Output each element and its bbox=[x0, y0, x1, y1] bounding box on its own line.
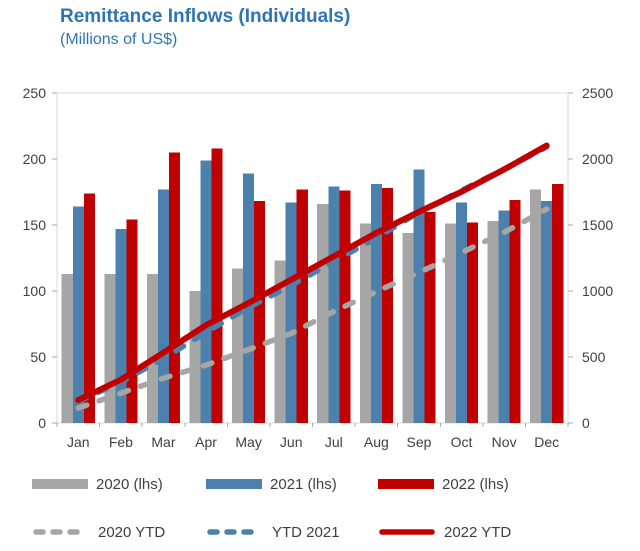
legend-item-2022-ytd: 2022 YTD bbox=[378, 523, 512, 541]
legend-swatch-2020-ytd-line bbox=[32, 527, 90, 537]
chart-title: Remittance Inflows (Individuals) bbox=[60, 6, 351, 27]
month-label-jun: Jun bbox=[280, 434, 303, 450]
legend-item-2020-bars: 2020 (lhs) bbox=[32, 475, 163, 493]
bar-2020-aug bbox=[359, 223, 371, 423]
bar-2020-oct bbox=[444, 223, 457, 423]
bar-2022-aug bbox=[381, 188, 393, 423]
bar-2021-jul bbox=[328, 186, 340, 423]
month-label-feb: Feb bbox=[109, 434, 133, 450]
bar-2020-jan bbox=[61, 273, 73, 423]
bar-2020-sep bbox=[402, 232, 414, 423]
bar-2021-apr bbox=[200, 160, 212, 423]
month-label-apr: Apr bbox=[195, 434, 217, 450]
month-label-aug: Aug bbox=[364, 434, 389, 450]
bar-2021-may bbox=[243, 173, 255, 423]
bar-2021-jun bbox=[285, 202, 297, 423]
legend-label-2022-ytd: 2022 YTD bbox=[444, 523, 512, 541]
bar-2022-jan bbox=[83, 193, 95, 423]
legend-swatch-2021-bars bbox=[206, 479, 262, 489]
legend-swatch-2022-ytd-line bbox=[378, 527, 436, 537]
left-axis-label: 100 bbox=[23, 283, 47, 299]
bar-2020-jun bbox=[274, 260, 286, 423]
bar-2021-dec bbox=[541, 201, 553, 423]
legend-swatch-2020-bars bbox=[32, 479, 88, 489]
legend-label-2021-bars: 2021 (lhs) bbox=[270, 475, 337, 493]
left-axis-label: 0 bbox=[38, 415, 46, 431]
bar-2022-feb bbox=[126, 219, 138, 423]
bar-2021-nov bbox=[498, 210, 510, 423]
bar-2020-may bbox=[232, 268, 244, 423]
month-label-jul: Jul bbox=[325, 434, 343, 450]
bar-2022-may bbox=[254, 201, 266, 423]
bar-2022-mar bbox=[168, 152, 181, 423]
legend-swatch-ytd-2021-line bbox=[206, 527, 264, 537]
legend-label-ytd-2021: YTD 2021 bbox=[272, 523, 340, 541]
bar-2022-nov bbox=[509, 199, 521, 423]
month-label-oct: Oct bbox=[451, 434, 473, 450]
bar-2022-dec bbox=[552, 184, 564, 423]
bar-2022-apr bbox=[211, 148, 223, 423]
legend-label-2020-bars: 2020 (lhs) bbox=[96, 475, 163, 493]
month-label-mar: Mar bbox=[151, 434, 175, 450]
bar-2021-feb bbox=[115, 228, 127, 423]
bar-2021-mar bbox=[157, 189, 169, 423]
bar-2022-sep bbox=[424, 211, 436, 423]
bar-2020-jul bbox=[317, 203, 329, 423]
chart-header: Remittance Inflows (Individuals) (Millio… bbox=[60, 5, 350, 51]
legend-item-2020-ytd: 2020 YTD bbox=[32, 523, 166, 541]
bar-2020-feb bbox=[104, 273, 116, 423]
month-label-sep: Sep bbox=[406, 434, 431, 450]
bar-2022-jun bbox=[296, 189, 308, 423]
right-axis-label: 1000 bbox=[582, 283, 613, 299]
month-label-may: May bbox=[235, 434, 261, 450]
bar-2020-dec bbox=[530, 189, 542, 423]
right-axis-label: 0 bbox=[582, 415, 590, 431]
chart-subtitle: (Millions of US$) bbox=[60, 31, 178, 48]
right-axis-label: 1500 bbox=[582, 217, 613, 233]
month-label-dec: Dec bbox=[534, 434, 559, 450]
legend-swatch-2022-bars bbox=[378, 479, 434, 489]
line-2020-ytd bbox=[75, 206, 550, 411]
line-2022-ytd bbox=[75, 142, 550, 404]
left-axis-label: 200 bbox=[23, 151, 47, 167]
bar-2021-oct bbox=[456, 202, 468, 423]
bar-2021-sep bbox=[413, 169, 425, 423]
left-axis-label: 150 bbox=[23, 217, 47, 233]
right-axis-label: 500 bbox=[582, 349, 606, 365]
bar-2021-aug bbox=[370, 184, 382, 423]
right-axis-label: 2500 bbox=[582, 85, 613, 101]
left-axis-label: 50 bbox=[30, 349, 46, 365]
legend-item-2022-bars: 2022 (lhs) bbox=[378, 475, 509, 493]
legend-label-2022-bars: 2022 (lhs) bbox=[442, 475, 509, 493]
legend-item-2021-bars: 2021 (lhs) bbox=[206, 475, 337, 493]
legend-label-2020-ytd: 2020 YTD bbox=[98, 523, 166, 541]
bar-2021-jan bbox=[72, 206, 84, 423]
month-label-jan: Jan bbox=[67, 434, 90, 450]
month-label-nov: Nov bbox=[492, 434, 517, 450]
bar-2022-oct bbox=[467, 222, 479, 423]
legend-item-ytd-2021: YTD 2021 bbox=[206, 523, 340, 541]
right-axis-label: 2000 bbox=[582, 151, 613, 167]
bar-2020-nov bbox=[487, 221, 499, 423]
bar-2020-apr bbox=[189, 291, 201, 423]
bar-2020-mar bbox=[146, 273, 158, 423]
left-axis-label: 250 bbox=[23, 85, 47, 101]
